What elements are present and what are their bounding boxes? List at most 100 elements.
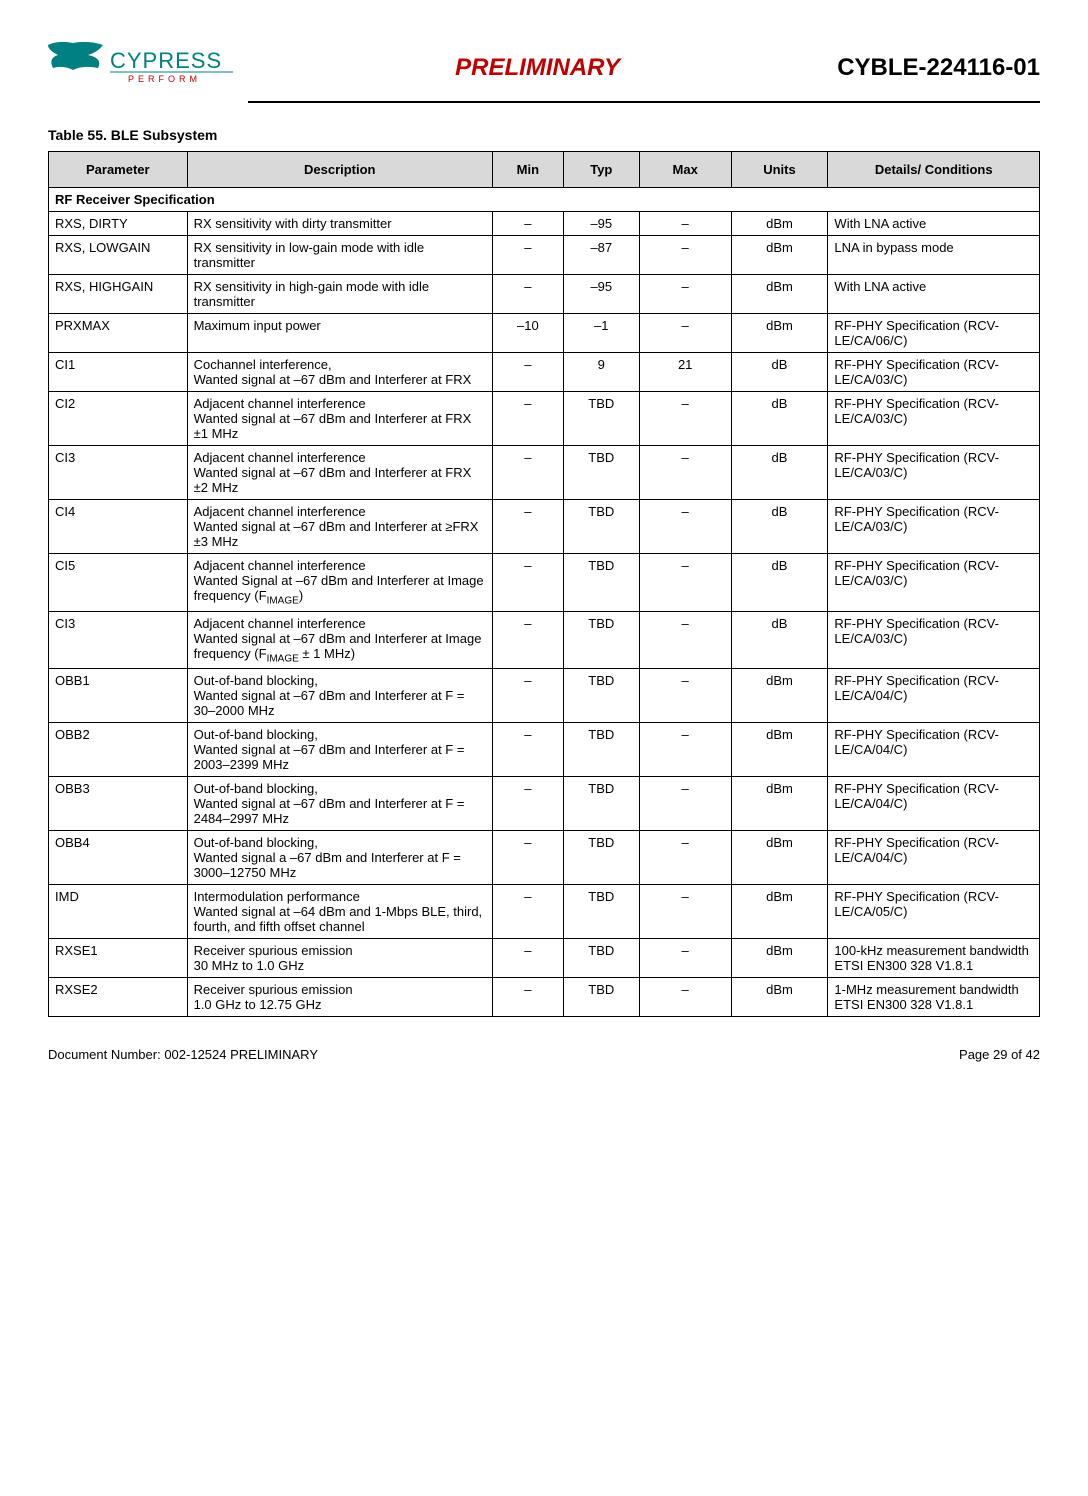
table-row: CI5Adjacent channel interferenceWanted S… [49, 554, 1040, 612]
cell-description: Out-of-band blocking,Wanted signal at –6… [187, 777, 492, 831]
cell-max: – [639, 446, 731, 500]
cell-details: RF-PHY Specification (RCV-LE/CA/03/C) [828, 500, 1040, 554]
cell-description: Out-of-band blocking,Wanted signal at –6… [187, 723, 492, 777]
table-row: IMDIntermodulation performanceWanted sig… [49, 885, 1040, 939]
cell-description: RX sensitivity in high-gain mode with id… [187, 275, 492, 314]
table-row: CI2Adjacent channel interferenceWanted s… [49, 392, 1040, 446]
cell-max: – [639, 978, 731, 1017]
cell-parameter: OBB1 [49, 669, 188, 723]
cell-parameter: RXSE2 [49, 978, 188, 1017]
table-row: RXS, LOWGAINRX sensitivity in low-gain m… [49, 236, 1040, 275]
cell-typ: TBD [563, 723, 639, 777]
section-row: RF Receiver Specification [49, 188, 1040, 212]
cell-details: RF-PHY Specification (RCV-LE/CA/03/C) [828, 611, 1040, 669]
table-row: CI1Cochannel interference,Wanted signal … [49, 353, 1040, 392]
page-footer: Document Number: 002-12524 PRELIMINARY P… [48, 1047, 1040, 1062]
table-row: CI3Adjacent channel interferenceWanted s… [49, 611, 1040, 669]
cell-details: RF-PHY Specification (RCV-LE/CA/03/C) [828, 353, 1040, 392]
cell-description: RX sensitivity in low-gain mode with idl… [187, 236, 492, 275]
cell-units: dBm [731, 831, 828, 885]
col-typ: Typ [563, 152, 639, 188]
cell-details: With LNA active [828, 275, 1040, 314]
cell-details: RF-PHY Specification (RCV-LE/CA/05/C) [828, 885, 1040, 939]
cell-max: – [639, 554, 731, 612]
cell-units: dBm [731, 212, 828, 236]
cell-max: – [639, 392, 731, 446]
table-row: OBB1Out-of-band blocking,Wanted signal a… [49, 669, 1040, 723]
cell-description: Receiver spurious emission1.0 GHz to 12.… [187, 978, 492, 1017]
cell-max: – [639, 831, 731, 885]
svg-text:CYPRESS: CYPRESS [110, 48, 222, 73]
cell-description: Adjacent channel interferenceWanted sign… [187, 446, 492, 500]
cell-typ: TBD [563, 978, 639, 1017]
table-row: RXS, DIRTYRX sensitivity with dirty tran… [49, 212, 1040, 236]
cell-units: dBm [731, 939, 828, 978]
cell-description: Cochannel interference,Wanted signal at … [187, 353, 492, 392]
cell-units: dBm [731, 885, 828, 939]
doc-number: Document Number: 002-12524 PRELIMINARY [48, 1047, 318, 1062]
cell-min: – [492, 392, 563, 446]
page-header: CYPRESS PERFORM PRELIMINARY CYBLE-224116… [48, 40, 1040, 95]
cell-details: RF-PHY Specification (RCV-LE/CA/03/C) [828, 392, 1040, 446]
cell-max: – [639, 777, 731, 831]
cell-max: 21 [639, 353, 731, 392]
table-row: CI4Adjacent channel interferenceWanted s… [49, 500, 1040, 554]
cell-units: dB [731, 554, 828, 612]
section-title: RF Receiver Specification [49, 188, 1040, 212]
cell-typ: TBD [563, 554, 639, 612]
cell-parameter: CI4 [49, 500, 188, 554]
cell-parameter: RXS, LOWGAIN [49, 236, 188, 275]
cell-details: LNA in bypass mode [828, 236, 1040, 275]
cell-max: – [639, 669, 731, 723]
cell-details: 100-kHz measurement bandwidthETSI EN300 … [828, 939, 1040, 978]
cell-typ: –95 [563, 212, 639, 236]
cell-parameter: CI5 [49, 554, 188, 612]
cell-max: – [639, 275, 731, 314]
cell-max: – [639, 314, 731, 353]
cell-parameter: PRXMAX [49, 314, 188, 353]
cell-parameter: CI3 [49, 611, 188, 669]
cell-units: dB [731, 353, 828, 392]
cell-typ: –1 [563, 314, 639, 353]
cell-typ: TBD [563, 611, 639, 669]
cell-min: – [492, 212, 563, 236]
cell-details: 1-MHz measurement bandwidthETSI EN300 32… [828, 978, 1040, 1017]
cell-min: – [492, 353, 563, 392]
table-row: PRXMAXMaximum input power–10–1–dBmRF-PHY… [49, 314, 1040, 353]
cell-parameter: CI3 [49, 446, 188, 500]
cell-units: dB [731, 500, 828, 554]
table-row: RXSE2Receiver spurious emission1.0 GHz t… [49, 978, 1040, 1017]
table-row: OBB3Out-of-band blocking,Wanted signal a… [49, 777, 1040, 831]
cell-details: RF-PHY Specification (RCV-LE/CA/04/C) [828, 669, 1040, 723]
cypress-logo-icon: CYPRESS PERFORM [48, 40, 238, 95]
cell-units: dBm [731, 723, 828, 777]
cell-typ: TBD [563, 392, 639, 446]
cell-details: With LNA active [828, 212, 1040, 236]
cell-description: Adjacent channel interferenceWanted sign… [187, 611, 492, 669]
cell-min: – [492, 236, 563, 275]
cell-typ: TBD [563, 500, 639, 554]
ble-subsystem-table: Parameter Description Min Typ Max Units … [48, 151, 1040, 1017]
cell-parameter: OBB4 [49, 831, 188, 885]
cell-typ: –87 [563, 236, 639, 275]
cell-description: Out-of-band blocking,Wanted signal a –67… [187, 831, 492, 885]
table-row: OBB4Out-of-band blocking,Wanted signal a… [49, 831, 1040, 885]
cell-units: dBm [731, 236, 828, 275]
cell-parameter: RXS, DIRTY [49, 212, 188, 236]
col-max: Max [639, 152, 731, 188]
col-parameter: Parameter [49, 152, 188, 188]
page-number: Page 29 of 42 [959, 1047, 1040, 1062]
svg-text:PERFORM: PERFORM [128, 74, 201, 84]
cell-parameter: OBB3 [49, 777, 188, 831]
table-row: RXS, HIGHGAINRX sensitivity in high-gain… [49, 275, 1040, 314]
cell-max: – [639, 723, 731, 777]
cell-typ: TBD [563, 446, 639, 500]
cell-typ: TBD [563, 777, 639, 831]
cell-parameter: IMD [49, 885, 188, 939]
cell-description: Adjacent channel interferenceWanted sign… [187, 500, 492, 554]
cell-min: – [492, 831, 563, 885]
cell-max: – [639, 236, 731, 275]
table-title: Table 55. BLE Subsystem [48, 127, 1040, 143]
cell-min: – [492, 275, 563, 314]
cell-typ: 9 [563, 353, 639, 392]
